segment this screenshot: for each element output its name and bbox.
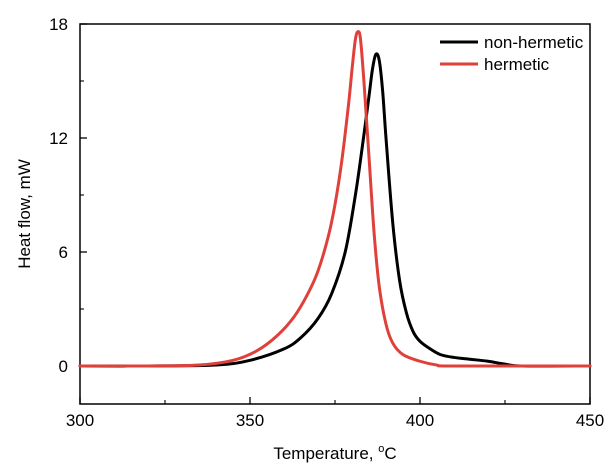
x-tick-label: 300 <box>66 411 94 430</box>
legend-label-non-hermetic: non-hermetic <box>484 33 584 52</box>
x-axis-title: Temperature, oC <box>273 443 396 463</box>
x-tick-label: 400 <box>406 411 434 430</box>
plot-frame <box>79 23 591 405</box>
legend-label-hermetic: hermetic <box>484 55 550 74</box>
series-lines <box>78 30 592 368</box>
axis-tick-labels: 300 350 400 450 0 6 12 18 <box>49 15 604 430</box>
x-tick-label: 450 <box>576 411 604 430</box>
axis-ticks <box>79 23 591 404</box>
y-tick-label: 0 <box>59 357 68 376</box>
legend: non-hermetic hermetic <box>440 33 584 74</box>
series-line-hermetic <box>78 30 592 368</box>
x-tick-label: 350 <box>236 411 264 430</box>
series-line-non-hermetic <box>78 52 592 368</box>
y-axis-title: Heat flow, mW <box>15 159 34 269</box>
y-tick-label: 12 <box>49 129 68 148</box>
y-tick-label: 18 <box>49 15 68 34</box>
y-tick-label: 6 <box>59 243 68 262</box>
